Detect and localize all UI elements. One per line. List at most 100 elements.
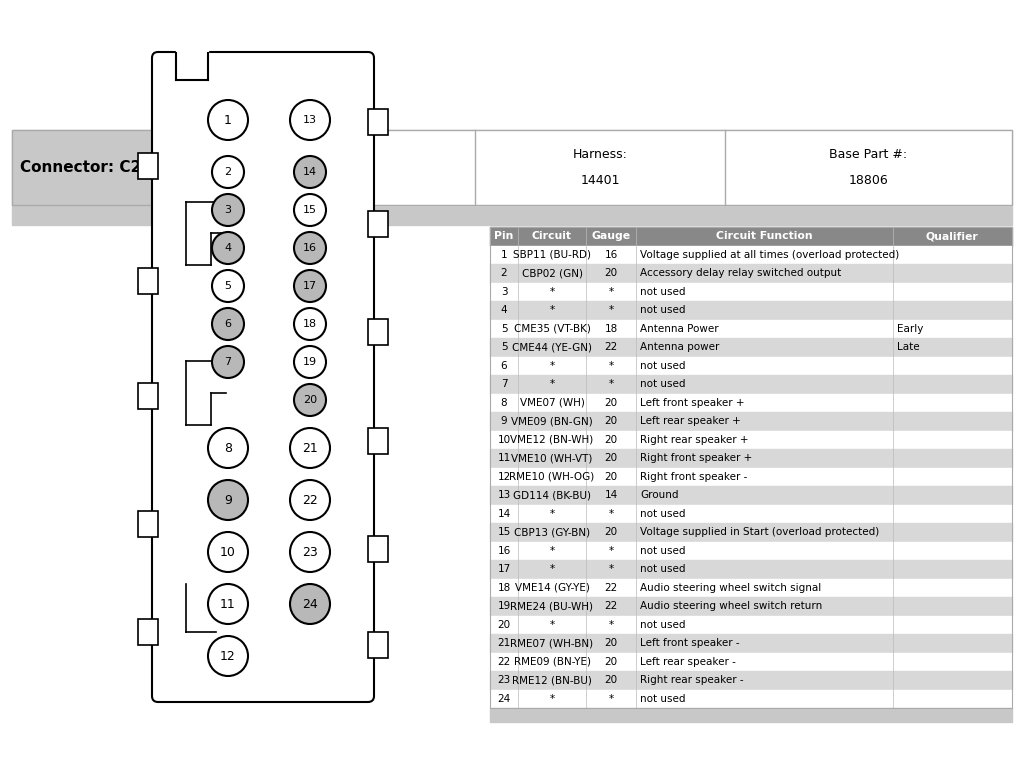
Bar — [12, 130, 1012, 205]
Circle shape — [212, 194, 244, 226]
Text: 18: 18 — [604, 324, 617, 334]
Text: not used: not used — [640, 564, 685, 574]
Text: *: * — [608, 508, 613, 518]
Text: 20: 20 — [604, 435, 617, 445]
Text: Late: Late — [897, 343, 920, 353]
Circle shape — [290, 584, 330, 624]
Bar — [12, 130, 1012, 205]
Text: Circuit: Circuit — [532, 231, 572, 241]
Circle shape — [208, 428, 248, 468]
Bar — [490, 393, 1012, 412]
Bar — [138, 619, 158, 645]
Bar — [368, 536, 388, 562]
Bar — [490, 246, 1012, 264]
Text: not used: not used — [640, 286, 685, 296]
Text: RME10 (WH-OG): RME10 (WH-OG) — [509, 472, 595, 482]
Text: 2: 2 — [501, 268, 507, 278]
Text: 22: 22 — [604, 601, 617, 611]
Text: *: * — [550, 508, 555, 518]
Circle shape — [290, 428, 330, 468]
Text: Left front speaker +: Left front speaker + — [640, 398, 744, 408]
Text: 14: 14 — [498, 508, 511, 518]
Bar — [490, 708, 1012, 722]
Text: Right front speaker -: Right front speaker - — [640, 472, 748, 482]
Text: 17: 17 — [498, 564, 511, 574]
Text: Left rear speaker -: Left rear speaker - — [640, 657, 736, 667]
Bar — [368, 109, 388, 135]
Bar — [490, 319, 1012, 338]
Text: 2: 2 — [224, 167, 231, 177]
Text: 13: 13 — [303, 115, 317, 125]
Bar — [490, 468, 1012, 486]
Circle shape — [294, 384, 326, 416]
Text: *: * — [608, 694, 613, 703]
Text: SBP11 (BU-RD): SBP11 (BU-RD) — [513, 250, 591, 260]
Bar — [190, 130, 475, 205]
Text: CME35 (VT-BK): CME35 (VT-BK) — [514, 324, 591, 334]
Text: Right front speaker +: Right front speaker + — [640, 453, 753, 463]
Bar — [490, 615, 1012, 634]
Bar — [490, 412, 1012, 431]
Bar — [490, 690, 1012, 708]
Circle shape — [294, 156, 326, 188]
Text: 14: 14 — [604, 490, 617, 500]
Text: 20: 20 — [604, 416, 617, 426]
Text: Pin: Pin — [495, 231, 514, 241]
Text: 20: 20 — [604, 675, 617, 685]
Circle shape — [212, 156, 244, 188]
Text: *: * — [608, 620, 613, 630]
Bar — [490, 523, 1012, 541]
Text: Connector: C290A: Connector: C290A — [20, 160, 174, 175]
Text: 19: 19 — [498, 601, 511, 611]
Text: RME07 (WH-BN): RME07 (WH-BN) — [510, 638, 594, 648]
Text: 22: 22 — [604, 583, 617, 593]
Text: 7: 7 — [501, 379, 507, 389]
Text: *: * — [608, 305, 613, 315]
Text: Left rear speaker +: Left rear speaker + — [640, 416, 740, 426]
Text: 11: 11 — [220, 598, 236, 611]
Text: VME10 (WH-VT): VME10 (WH-VT) — [511, 453, 593, 463]
Text: 21: 21 — [302, 442, 317, 455]
Text: VME07 (WH): VME07 (WH) — [519, 398, 585, 408]
Bar — [475, 130, 725, 205]
Circle shape — [208, 584, 248, 624]
Text: Accessory delay relay switched output: Accessory delay relay switched output — [640, 268, 842, 278]
Text: *: * — [550, 305, 555, 315]
Text: Voltage supplied at all times (overload protected): Voltage supplied at all times (overload … — [640, 250, 899, 260]
Text: Right rear speaker +: Right rear speaker + — [640, 435, 749, 445]
Bar — [138, 511, 158, 537]
Text: *: * — [550, 564, 555, 574]
Text: *: * — [608, 379, 613, 389]
Bar — [490, 541, 1012, 560]
Text: CME44 (YE-GN): CME44 (YE-GN) — [512, 343, 592, 353]
Bar — [368, 211, 388, 237]
Text: 15: 15 — [303, 205, 317, 215]
Bar — [490, 431, 1012, 449]
Text: Antenna Power: Antenna Power — [640, 324, 719, 334]
Text: not used: not used — [640, 379, 685, 389]
Text: AUDIO UNIT: AUDIO UNIT — [295, 174, 370, 187]
Text: 10: 10 — [498, 435, 511, 445]
Text: 22: 22 — [498, 657, 511, 667]
Text: not used: not used — [640, 694, 685, 703]
Text: VME14 (GY-YE): VME14 (GY-YE) — [515, 583, 590, 593]
Text: *: * — [608, 546, 613, 556]
Text: 8: 8 — [501, 398, 507, 408]
Text: 4: 4 — [501, 305, 507, 315]
Bar — [490, 227, 1012, 246]
Text: 18: 18 — [498, 583, 511, 593]
Text: Ground: Ground — [640, 490, 679, 500]
Text: 8: 8 — [224, 442, 232, 455]
Bar — [490, 356, 1012, 375]
Circle shape — [294, 308, 326, 340]
Text: not used: not used — [640, 508, 685, 518]
Text: 17: 17 — [303, 281, 317, 291]
Text: 23: 23 — [302, 545, 317, 558]
Text: 3: 3 — [224, 205, 231, 215]
Bar — [490, 578, 1012, 597]
Bar — [490, 449, 1012, 468]
Text: 6: 6 — [224, 319, 231, 329]
Text: 18806: 18806 — [849, 174, 889, 187]
Text: Voltage supplied in Start (overload protected): Voltage supplied in Start (overload prot… — [640, 528, 880, 538]
Text: CBP02 (GN): CBP02 (GN) — [521, 268, 583, 278]
